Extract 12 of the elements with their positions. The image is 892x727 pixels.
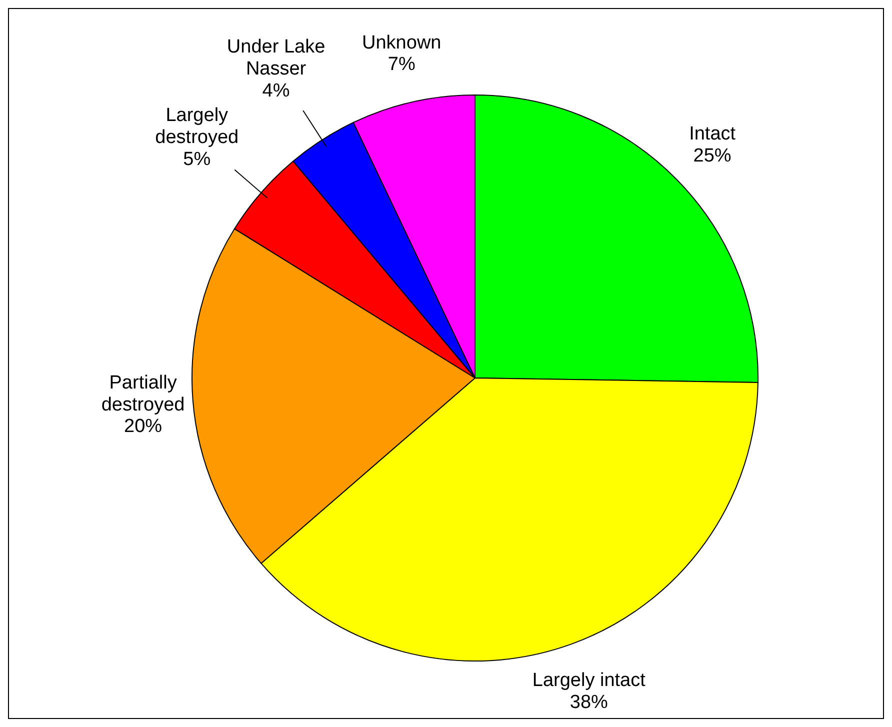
data-label: 20%: [124, 416, 162, 437]
data-label: 7%: [388, 54, 416, 75]
data-label: 4%: [262, 80, 290, 101]
data-label: 38%: [570, 691, 608, 712]
slice-label: Largely destroyed: [155, 104, 239, 148]
slice-label: Intact: [689, 122, 736, 144]
slice-label: Partially destroyed: [101, 372, 185, 415]
slice-label: Unknown: [362, 32, 442, 53]
slice-label: Largely intact: [532, 669, 646, 690]
data-label: 5%: [183, 148, 211, 170]
data-label: 25%: [693, 144, 732, 166]
slice-label: Under Lake Nasser: [226, 36, 326, 79]
